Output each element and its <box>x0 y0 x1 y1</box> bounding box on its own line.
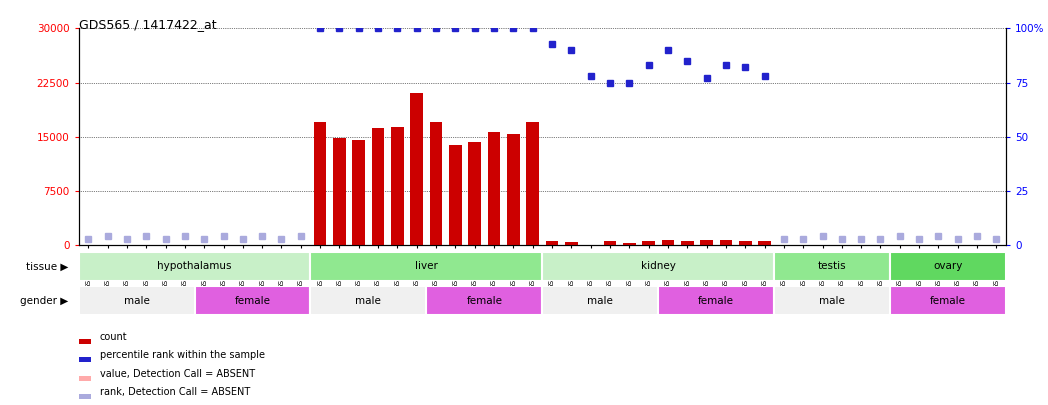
Bar <box>739 241 751 245</box>
Bar <box>411 93 423 245</box>
Text: male: male <box>355 296 381 306</box>
Bar <box>507 134 520 245</box>
Bar <box>427 286 542 315</box>
Text: female: female <box>698 296 735 306</box>
Bar <box>542 286 658 315</box>
Bar <box>391 127 403 245</box>
Bar <box>774 252 890 281</box>
Bar <box>79 252 310 281</box>
Text: percentile rank within the sample: percentile rank within the sample <box>100 350 264 360</box>
Bar <box>526 122 539 245</box>
Bar <box>658 286 774 315</box>
Bar <box>310 286 427 315</box>
Text: male: male <box>124 296 150 306</box>
Bar <box>774 286 890 315</box>
Text: female: female <box>235 296 270 306</box>
Text: tissue ▶: tissue ▶ <box>26 262 68 271</box>
Text: female: female <box>931 296 966 306</box>
Bar <box>720 240 733 245</box>
Bar <box>352 140 365 245</box>
Bar <box>542 252 774 281</box>
Text: liver: liver <box>415 261 438 271</box>
Bar <box>565 242 577 245</box>
Text: testis: testis <box>817 261 847 271</box>
Bar <box>681 241 694 245</box>
Bar <box>623 243 635 245</box>
Text: ovary: ovary <box>934 261 963 271</box>
Text: gender ▶: gender ▶ <box>20 296 68 305</box>
Bar <box>195 286 310 315</box>
Bar <box>642 241 655 245</box>
Text: male: male <box>587 296 613 306</box>
Bar <box>468 143 481 245</box>
Bar <box>333 138 346 245</box>
Text: kidney: kidney <box>640 261 676 271</box>
Bar <box>604 241 616 245</box>
Text: female: female <box>466 296 502 306</box>
Bar <box>79 286 195 315</box>
Bar <box>372 128 385 245</box>
Bar <box>546 241 559 245</box>
Bar <box>450 145 462 245</box>
Text: value, Detection Call = ABSENT: value, Detection Call = ABSENT <box>100 369 255 379</box>
Bar <box>890 286 1006 315</box>
Text: rank, Detection Call = ABSENT: rank, Detection Call = ABSENT <box>100 387 249 397</box>
Bar <box>759 241 771 245</box>
Text: male: male <box>820 296 845 306</box>
Bar <box>313 122 326 245</box>
Bar <box>661 240 674 245</box>
Bar <box>890 252 1006 281</box>
Text: count: count <box>100 332 127 342</box>
Bar <box>487 132 500 245</box>
Text: hypothalamus: hypothalamus <box>157 261 232 271</box>
Bar <box>700 240 713 245</box>
Bar <box>310 252 542 281</box>
Bar <box>430 122 442 245</box>
Text: GDS565 / 1417422_at: GDS565 / 1417422_at <box>79 18 216 31</box>
